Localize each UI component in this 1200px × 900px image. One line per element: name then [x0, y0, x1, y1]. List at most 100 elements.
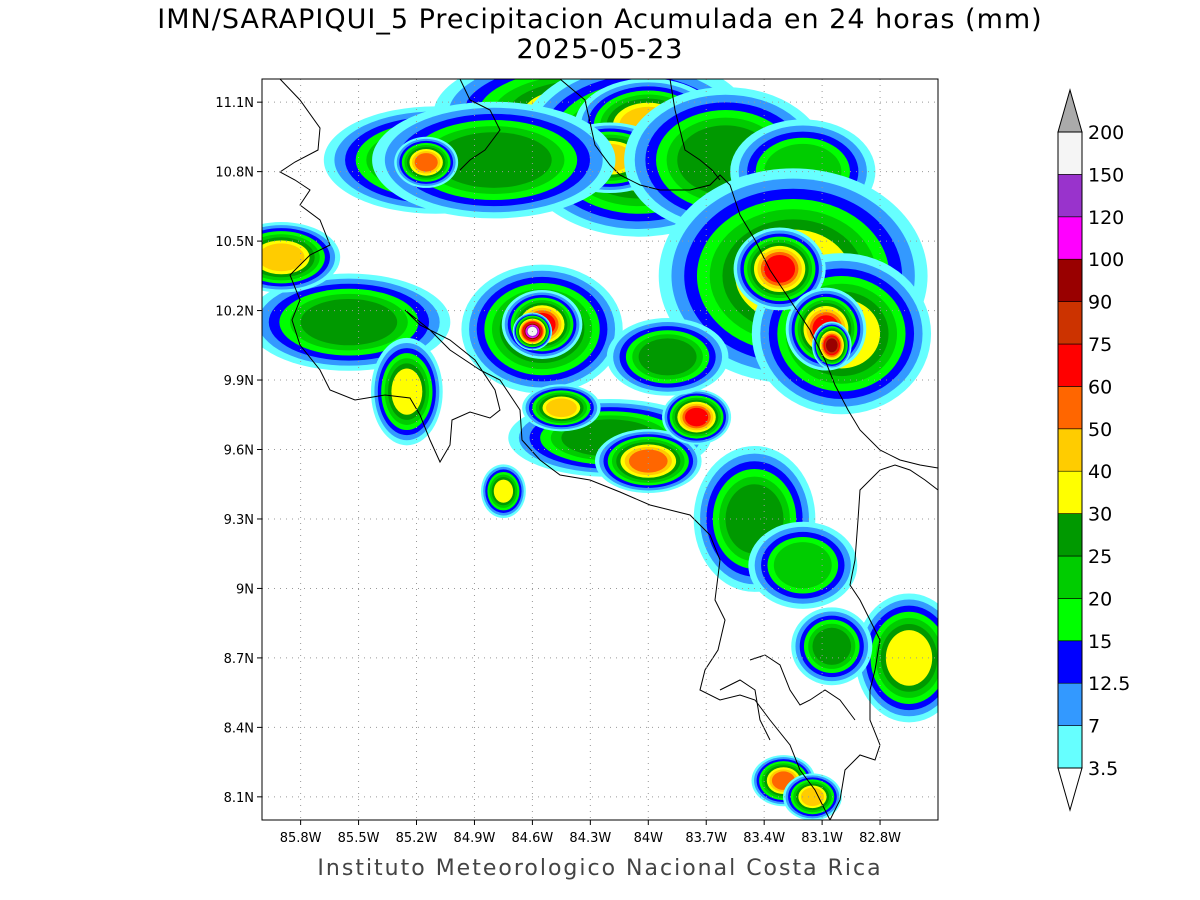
- lat-tick-label: 10.2N: [215, 305, 254, 320]
- lon-tick-label: 85.2W: [396, 831, 438, 846]
- lon-tick-label: 84W: [634, 831, 664, 846]
- lat-tick-label: 10.8N: [215, 166, 254, 181]
- longitude-axis: 85.8W 85.5W 85.2W 84.9W 84.6W 84.3W 84W 83.7W 83…: [280, 820, 901, 846]
- rain-cell: [733, 227, 826, 311]
- colorbar-level-label: 90: [1088, 292, 1112, 314]
- colorbar-over-arrow: [1057, 88, 1083, 133]
- colorbar-level-label: 12.5: [1088, 673, 1130, 695]
- rain-cell: [662, 389, 732, 445]
- rain-contour: [684, 407, 709, 427]
- coast-line: [719, 679, 771, 741]
- lat-tick-label: 9.9N: [224, 374, 254, 389]
- lon-tick-label: 82.8W: [859, 831, 901, 846]
- rain-cell: [594, 429, 702, 494]
- colorbar-swatch: [1057, 301, 1083, 345]
- rain-cell: [481, 464, 526, 519]
- rain-cell: [372, 101, 616, 219]
- rain-contour: [825, 338, 838, 353]
- rain-contour: [764, 254, 796, 283]
- rain-contour: [885, 630, 933, 686]
- lat-tick-label: 8.1N: [224, 791, 254, 806]
- lat-tick-label: 11.1N: [215, 96, 254, 111]
- rain-contour: [300, 298, 398, 346]
- rain-cell: [783, 773, 842, 820]
- coast-line: [829, 464, 938, 820]
- map-date: 2025-05-23: [516, 34, 684, 65]
- footer-credit: Instituto Meteorologico Nacional Costa R…: [317, 856, 883, 881]
- colorbar-level-label: 200: [1088, 122, 1124, 144]
- colorbar-level-label: 40: [1088, 461, 1112, 483]
- rain-cell: [811, 321, 852, 370]
- coast-line: [669, 79, 721, 181]
- lon-tick-label: 84.6W: [511, 831, 553, 846]
- coast-line: [559, 79, 938, 469]
- plot-area: [262, 79, 938, 820]
- colorbar-level-label: 100: [1088, 249, 1124, 271]
- rain-contour: [391, 368, 423, 415]
- colorbar-swatch: [1057, 386, 1083, 430]
- latitude-axis: 11.1N 10.8N 10.5N 10.2N 9.9N 9.6N 9.3N 9N 8.7N 8.…: [215, 96, 262, 806]
- colorbar-swatch: [1057, 258, 1083, 302]
- coast-line: [749, 654, 856, 721]
- colorbar-swatch: [1057, 470, 1083, 514]
- rain-cell: [748, 521, 858, 609]
- colorbar-swatch: [1057, 174, 1083, 218]
- rain-contour: [414, 153, 438, 172]
- colorbar-swatch: [1057, 640, 1083, 684]
- lat-tick-label: 9.6N: [224, 444, 254, 459]
- lat-tick-label: 8.4N: [224, 721, 254, 736]
- colorbar-level-label: 75: [1088, 334, 1112, 356]
- colorbar-level-label: 3.5: [1088, 758, 1118, 780]
- lon-tick-label: 84.9W: [454, 831, 496, 846]
- lon-tick-label: 83.7W: [685, 831, 727, 846]
- rain-cell: [371, 337, 443, 446]
- coast-line: [459, 79, 501, 171]
- colorbar-under-arrow: [1057, 767, 1083, 812]
- rain-cell: [522, 384, 601, 432]
- colorbar-level-label: 150: [1088, 164, 1124, 186]
- lat-tick-label: 9N: [236, 582, 254, 597]
- rain-contour: [773, 542, 832, 589]
- colorbar-level-label: 7: [1088, 716, 1100, 738]
- lon-tick-label: 85.8W: [280, 831, 322, 846]
- colorbar-level-label: 60: [1088, 376, 1112, 398]
- rain-contour: [638, 338, 697, 376]
- rain-contour: [628, 449, 668, 473]
- coast-line: [279, 79, 831, 820]
- rain-contour: [435, 132, 552, 188]
- colorbar-swatch: [1057, 682, 1083, 726]
- rain-cell: [394, 136, 459, 188]
- colorbar-swatch: [1057, 513, 1083, 557]
- colorbar-swatch: [1057, 131, 1083, 175]
- colorbar-swatch: [1057, 343, 1083, 387]
- rain-contour: [800, 787, 825, 807]
- rain-cell: [262, 273, 451, 371]
- lat-tick-label: 9.3N: [224, 513, 254, 528]
- colorbar-level-label: 20: [1088, 588, 1112, 610]
- coastline: [279, 79, 938, 820]
- map-title: IMN/SARAPIQUI_5 Precipitacion Acumulada …: [157, 4, 1043, 35]
- rain-contour: [545, 398, 577, 418]
- colorbar-swatch: [1057, 598, 1083, 642]
- colorbar-level-label: 30: [1088, 504, 1112, 526]
- colorbar-level-label: 50: [1088, 419, 1112, 441]
- lat-tick-label: 10.5N: [215, 235, 254, 250]
- colorbar-swatch: [1057, 428, 1083, 472]
- rain-cell: [855, 593, 938, 723]
- lon-tick-label: 83.4W: [743, 831, 785, 846]
- colorbar-swatch: [1057, 216, 1083, 260]
- rain-contour: [812, 627, 852, 665]
- lon-tick-label: 83.1W: [801, 831, 843, 846]
- rain-contour: [493, 479, 514, 503]
- lat-tick-label: 8.7N: [224, 652, 254, 667]
- colorbar-level-label: 25: [1088, 546, 1112, 568]
- rain-cell: [791, 607, 873, 686]
- rain-cell: [606, 317, 729, 396]
- rain-cell: [262, 222, 341, 293]
- colorbar-level-label: 120: [1088, 207, 1124, 229]
- colorbar: 3.5 7 12.5 15 20 25 30 40 50 60 75 90 100 120 150 200: [1057, 88, 1130, 812]
- colorbar-swatch: [1057, 555, 1083, 599]
- colorbar-frame: [1057, 131, 1083, 769]
- colorbar-swatch: [1057, 725, 1083, 769]
